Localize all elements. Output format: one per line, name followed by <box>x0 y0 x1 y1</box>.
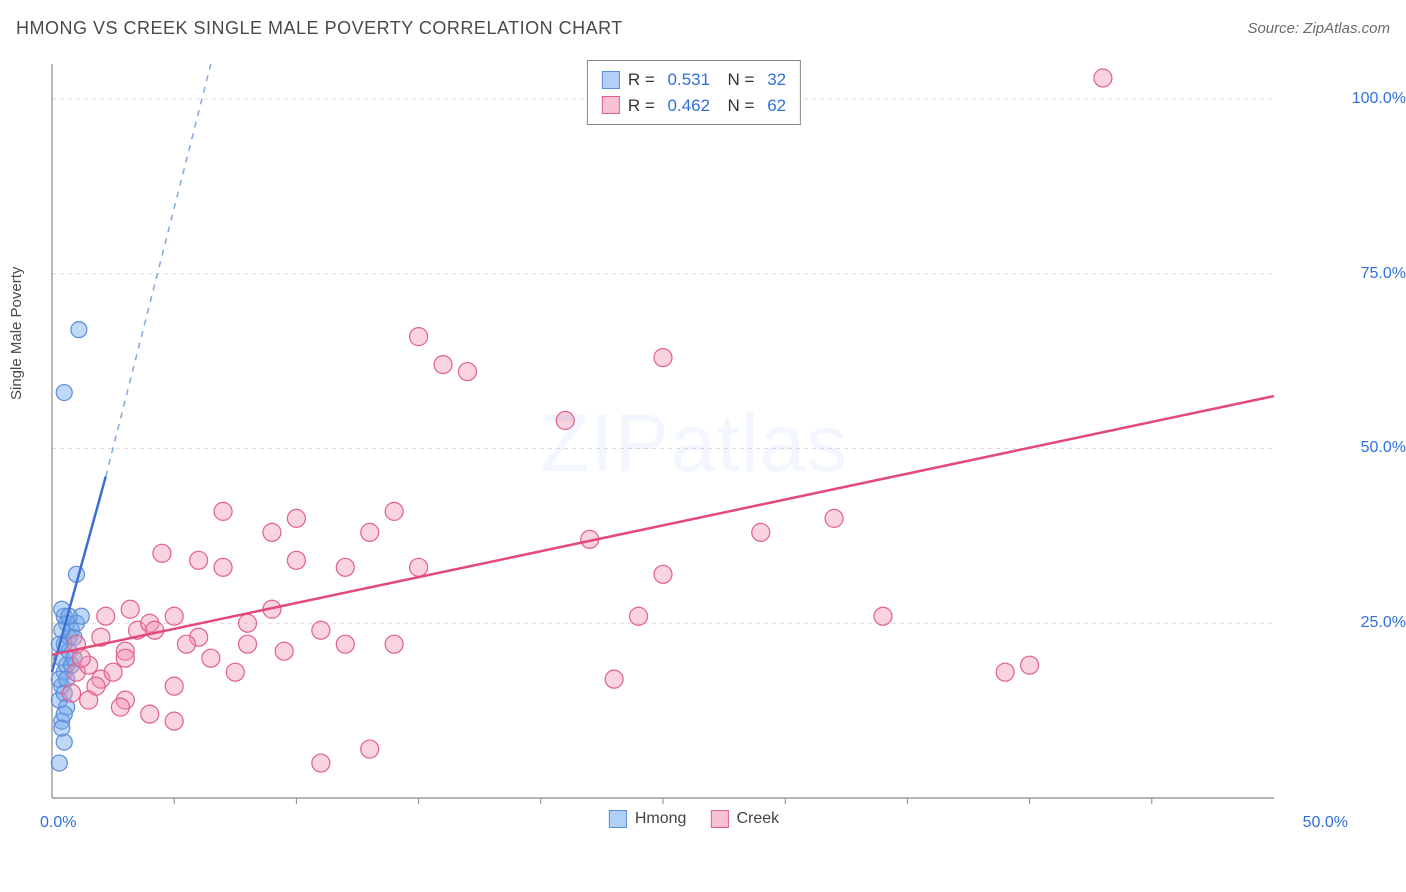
series-legend: Hmong Creek <box>609 810 779 828</box>
x-axis-max-label: 50.0% <box>1303 814 1348 832</box>
y-tick-label: 25.0% <box>1361 614 1406 632</box>
swatch-icon <box>609 810 627 828</box>
y-tick-label: 50.0% <box>1361 439 1406 457</box>
source-label: Source: ZipAtlas.com <box>1247 20 1390 37</box>
correlation-legend: R = 0.531 N = 32 R = 0.462 N = 62 <box>587 60 801 125</box>
legend-row-hmong: R = 0.531 N = 32 <box>602 67 786 93</box>
chart-title: HMONG VS CREEK SINGLE MALE POVERTY CORRE… <box>16 18 623 39</box>
legend-item-creek: Creek <box>710 810 779 828</box>
swatch-icon <box>710 810 728 828</box>
scatter-svg <box>44 60 1344 828</box>
swatch-icon <box>602 71 620 89</box>
x-axis-min-label: 0.0% <box>40 814 76 832</box>
y-tick-label: 75.0% <box>1361 265 1406 283</box>
legend-row-creek: R = 0.462 N = 62 <box>602 93 786 119</box>
plot-area: ZIPatlas R = 0.531 N = 32 R = 0.462 N = … <box>44 60 1344 828</box>
y-tick-label: 100.0% <box>1352 90 1406 108</box>
y-axis-label: Single Male Poverty <box>8 267 25 400</box>
swatch-icon <box>602 96 620 114</box>
legend-item-hmong: Hmong <box>609 810 687 828</box>
